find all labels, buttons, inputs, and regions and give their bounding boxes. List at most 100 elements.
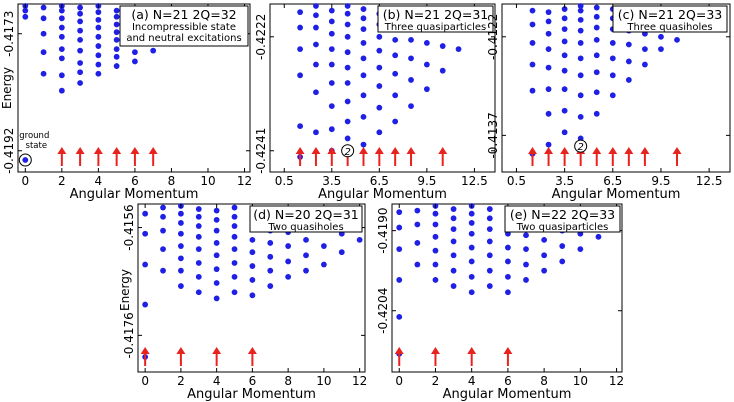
data-point [195,260,202,266]
data-point [58,33,65,40]
data-point [328,18,335,25]
data-point [450,267,457,274]
data-point [213,240,220,246]
arrow-marker [130,147,140,154]
data-point [40,70,47,77]
panel-subtitle: Three quasiholes [626,22,712,33]
annotation-text: ground [19,131,49,141]
data-point [439,43,446,49]
data-point [561,129,568,136]
plot-frame [137,203,366,373]
data-point [231,233,238,240]
x-axis-title: Angular Momentum [318,187,447,202]
data-point [376,47,383,54]
data-point [58,46,65,53]
x-tick-label: 6 [131,174,139,188]
data-point [267,253,274,260]
data-point [392,70,399,77]
x-tick-label: 4 [95,174,103,188]
data-point [344,80,351,86]
data-point [160,204,166,211]
data-point [658,46,664,53]
data-point [396,224,403,231]
data-point [360,113,367,120]
arrow-marker [247,347,257,354]
data-point [376,64,383,71]
data-point [195,289,202,296]
data-point [344,21,351,28]
arrow-marker [374,147,384,154]
x-tick-label: 12.5 [461,174,488,188]
data-point [486,267,493,274]
arrow-marker [176,347,186,354]
data-point [303,236,309,243]
data-point [22,157,29,163]
x-tick-label: 0 [395,374,403,388]
arrow-marker [624,147,634,154]
panel-title: (d) N=20 2Q=31 [253,207,359,222]
data-point [142,261,149,268]
panel-d: 0 2 4 6 8 10 12 -0.4156 -0.4176 Angular Momentum E… [118,203,367,402]
arrow-marker [430,347,440,354]
data-point [529,87,536,94]
data-point [450,226,457,233]
data-point [303,252,309,259]
arrow-marker [406,147,416,154]
arrow-marker [503,347,513,354]
x-tick-label: 0.5 [275,174,294,188]
data-point [450,206,457,212]
data-point [561,15,568,22]
data-point [177,267,184,274]
data-point [231,246,238,253]
x-tick-label: 6.5 [603,174,622,188]
data-point [468,244,475,251]
arrow-marker [295,147,305,154]
data-point [142,301,149,308]
data-point [177,220,184,226]
x-tick-label: 6 [249,374,257,388]
data-point [285,273,292,280]
data-point [195,206,202,212]
data-point [414,207,421,214]
data-point [674,36,680,43]
degeneracy-label: 2 [344,147,350,158]
arrow-marker [640,147,650,154]
data-point [577,55,584,62]
data-point [297,72,304,79]
data-point [396,209,403,216]
x-tick-label: 10 [573,374,588,388]
data-point [505,273,511,280]
data-point [529,61,536,68]
data-point [213,216,220,223]
data-point [77,69,84,76]
y-tick-label: -0.4192 [2,128,16,174]
data-point [486,215,493,222]
panel-b: 0.5 3.5 6.5 9.5 12.5 -0.4222 -0.4241 Angular Mo… [254,3,496,202]
data-point [313,61,319,68]
panel-title: (e) N=22 2Q=33 [510,207,615,222]
data-point [213,227,220,234]
data-point [344,49,351,56]
data-point [213,295,220,302]
data-point [313,89,319,96]
data-point [396,313,403,320]
data-point [344,3,351,9]
data-point [468,289,475,296]
x-axis-title: Angular Momentum [187,387,316,402]
data-point [577,7,584,14]
data-point [561,38,568,45]
arrow-marker [608,147,618,154]
data-point [577,16,584,23]
data-point [545,86,552,93]
data-point [593,36,600,43]
data-point [561,26,568,32]
data-point [249,236,256,243]
panel-title: (c) N=21 2Q=33 [618,7,722,22]
data-point [328,46,335,53]
data-point [95,52,102,59]
data-point [432,247,439,254]
data-point [267,283,274,289]
data-point [231,213,238,220]
data-point [486,226,493,233]
